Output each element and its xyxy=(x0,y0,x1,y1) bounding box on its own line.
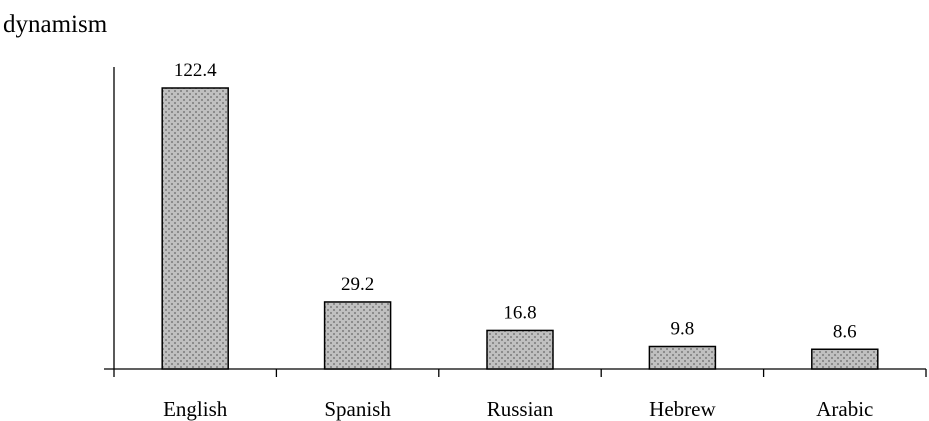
plot-area: 122.4 English 29.2 Spanish 16.8 Russian 9.8 Heb… xyxy=(104,60,927,421)
bar-english xyxy=(161,87,229,370)
category-label-russian: Russian xyxy=(487,397,554,421)
y-axis-label: dynamism xyxy=(3,11,108,38)
data-label-russian: 16.8 xyxy=(503,302,536,323)
bar-spanish xyxy=(323,301,392,370)
data-label-arabic: 8.6 xyxy=(833,321,857,342)
category-label-english: English xyxy=(163,397,228,421)
category-label-hebrew: Hebrew xyxy=(649,397,716,421)
bar-russian xyxy=(486,329,554,370)
bar-arabic xyxy=(811,348,879,370)
category-label-arabic: Arabic xyxy=(816,397,873,421)
data-label-english: 122.4 xyxy=(174,60,217,81)
data-label-spanish: 29.2 xyxy=(341,274,374,295)
bar-hebrew xyxy=(648,345,717,370)
data-label-hebrew: 9.8 xyxy=(671,319,695,340)
category-label-spanish: Spanish xyxy=(324,397,391,421)
